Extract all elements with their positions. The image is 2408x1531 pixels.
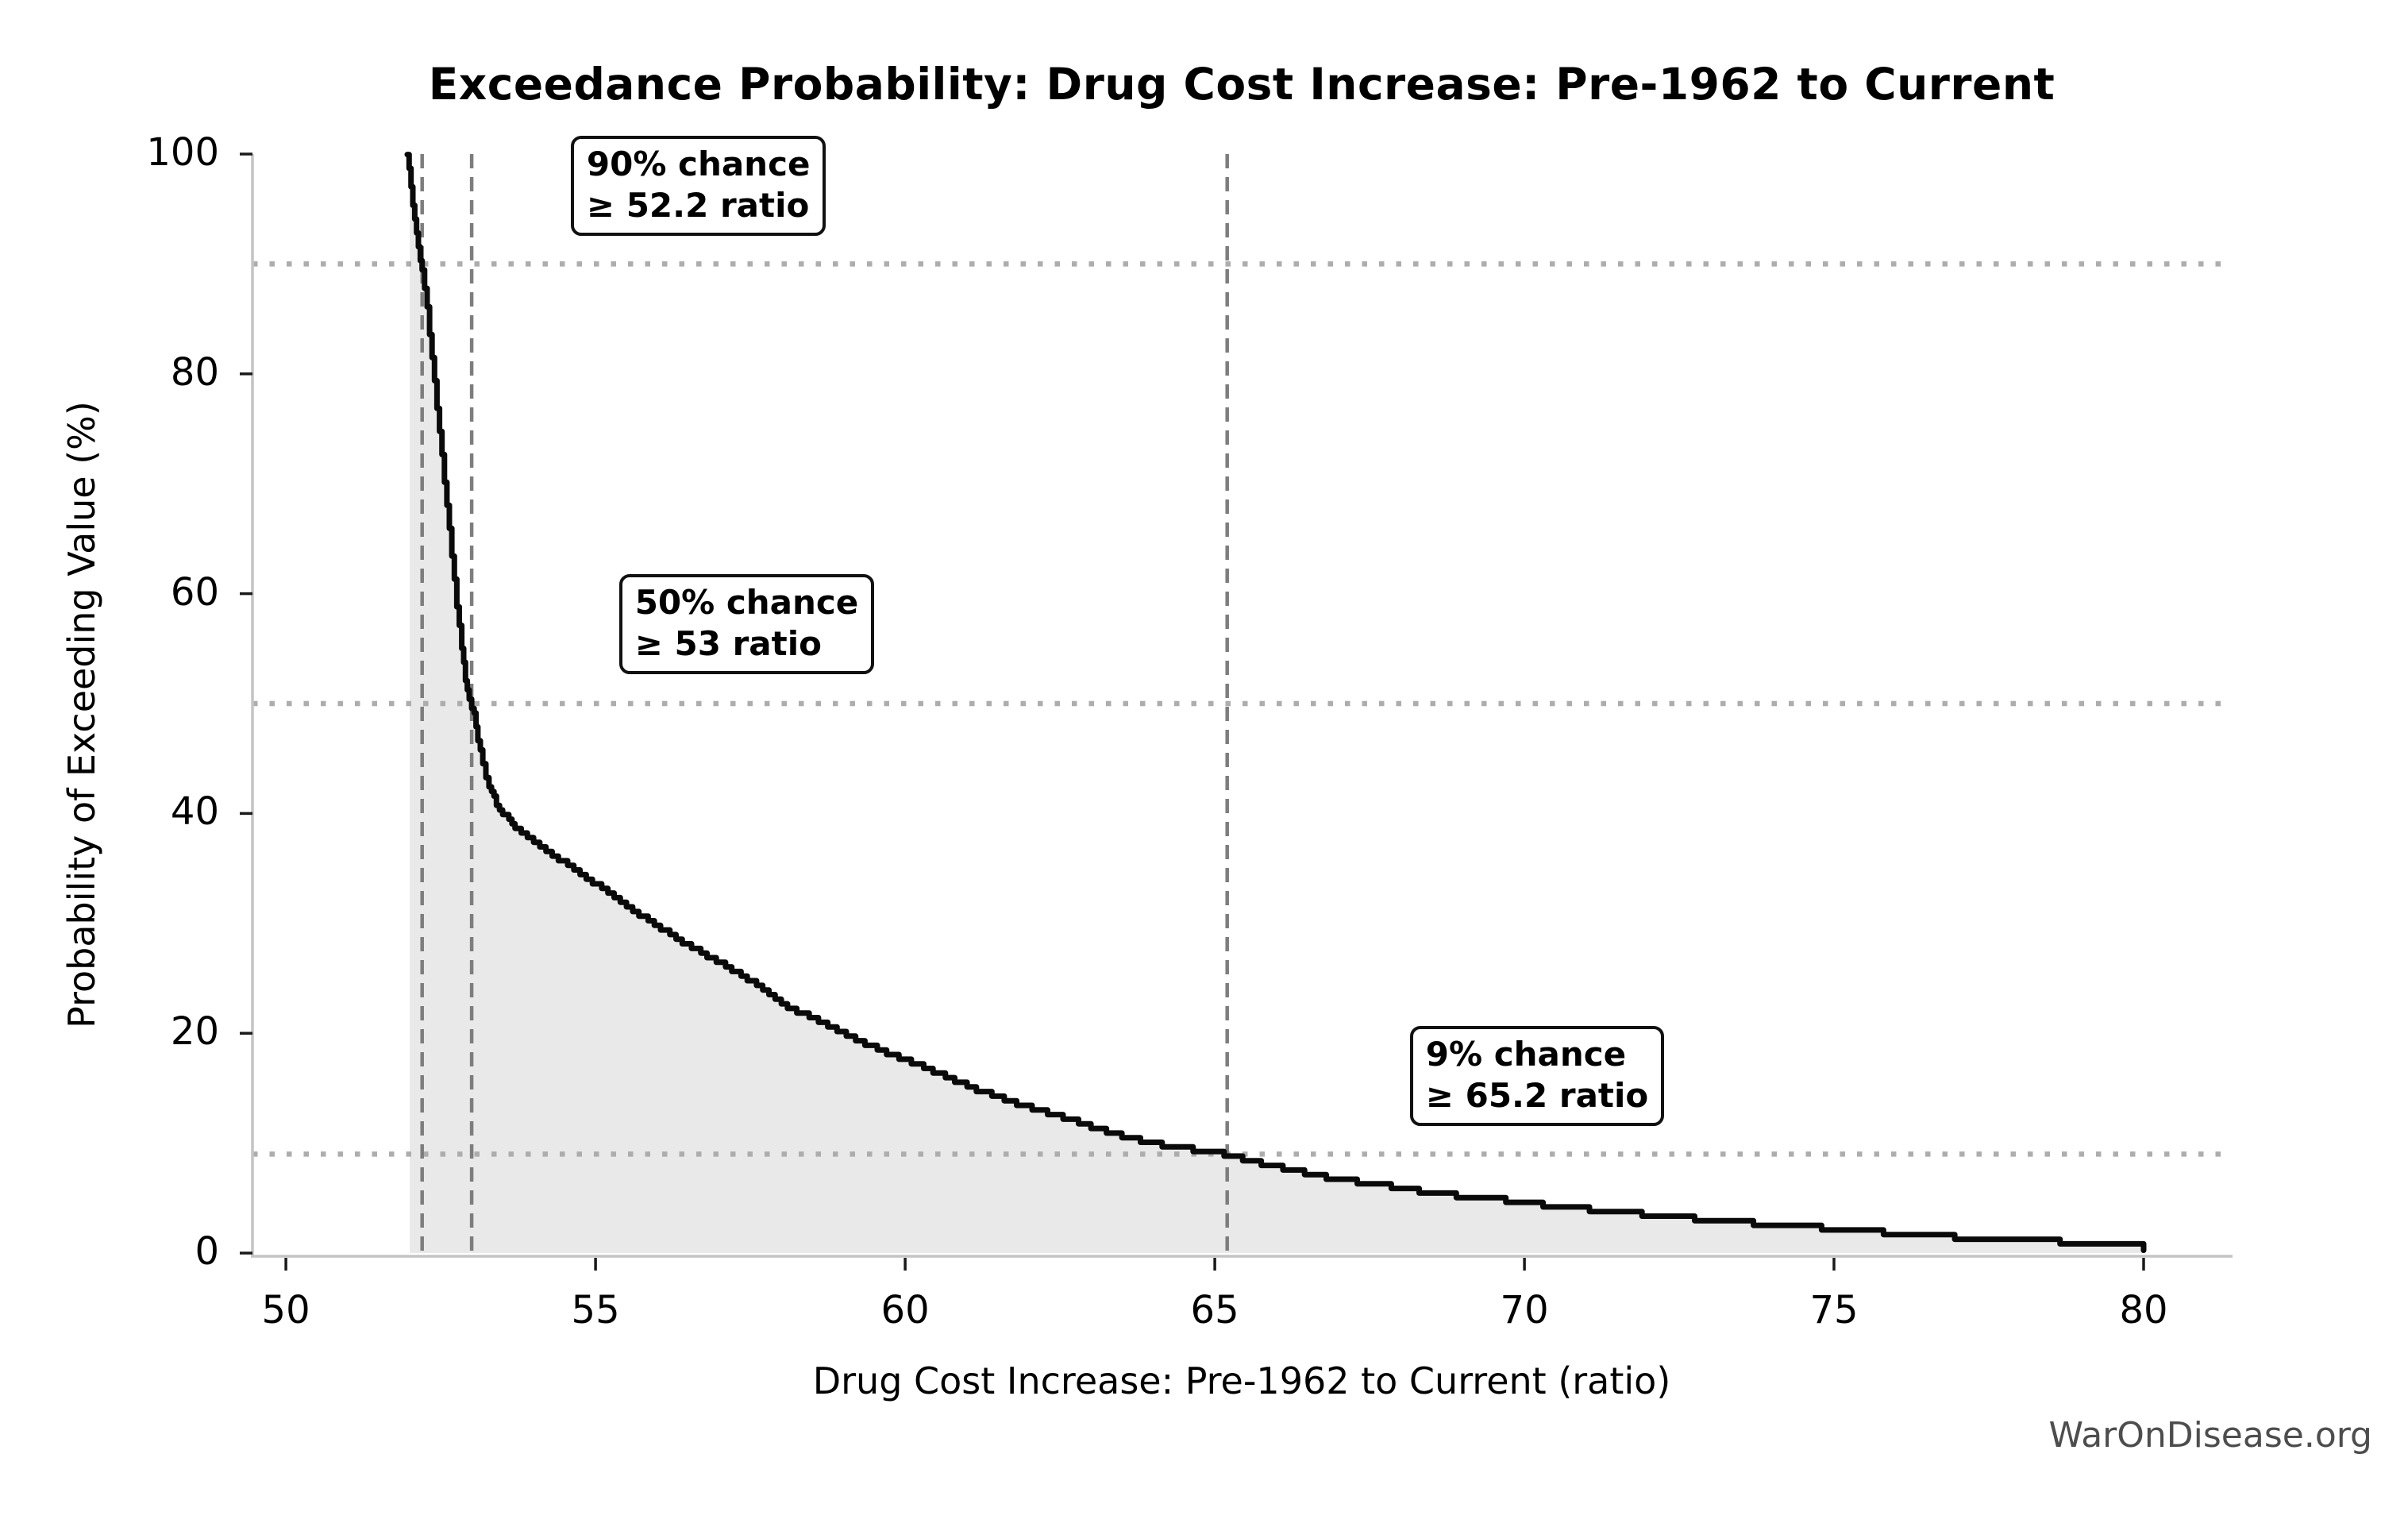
annotation-box-3: 9% chance ≥ 65.2 ratio bbox=[1409, 1025, 1665, 1126]
x-tick-label-80: 80 bbox=[2119, 1288, 2168, 1332]
y-tick-label-20: 20 bbox=[170, 1009, 219, 1055]
x-tick-label-55: 55 bbox=[571, 1288, 620, 1332]
x-tick-label-50: 50 bbox=[261, 1288, 310, 1332]
annotation-line: 50% chance bbox=[634, 582, 859, 622]
x-tick-label-65: 65 bbox=[1190, 1288, 1239, 1332]
x-tick-label-70: 70 bbox=[1500, 1288, 1549, 1332]
area-fill-path bbox=[407, 154, 2144, 1253]
y-tick-label-60: 60 bbox=[170, 569, 219, 615]
annotation-line: 9% chance bbox=[1425, 1034, 1627, 1074]
area-fill bbox=[407, 154, 2144, 1253]
y-tick-label-80: 80 bbox=[170, 349, 219, 395]
annotation-line: ≥ 65.2 ratio bbox=[1425, 1075, 1649, 1115]
y-tick-label-40: 40 bbox=[170, 789, 219, 835]
y-tick-label-100: 100 bbox=[146, 130, 219, 175]
annotation-line: ≥ 53 ratio bbox=[634, 623, 822, 663]
dotted-gridlines bbox=[252, 261, 2229, 1157]
watermark: WarOnDisease.org bbox=[2048, 1415, 2372, 1456]
page-title: Exceedance Probability: Drug Cost Increa… bbox=[428, 59, 2055, 110]
x-axis-label: Drug Cost Increase: Pre-1962 to Current … bbox=[812, 1359, 1671, 1402]
exceedance-curve bbox=[404, 152, 2147, 1253]
axes-spines-and-ticks bbox=[240, 152, 2233, 1271]
annotation-line: 90% chance bbox=[586, 144, 811, 183]
annotation-line: ≥ 52.2 ratio bbox=[586, 185, 810, 225]
annotation-box-2: 50% chance ≥ 53 ratio bbox=[618, 573, 875, 674]
annotation-box-1: 90% chance ≥ 52.2 ratio bbox=[570, 135, 826, 236]
exceedance-curve-path bbox=[404, 152, 2147, 1253]
x-tick-label-60: 60 bbox=[880, 1288, 930, 1332]
y-axis-label: Probability of Exceeding Value (%) bbox=[60, 401, 103, 1028]
y-tick-label-0: 0 bbox=[195, 1229, 219, 1274]
x-tick-label-75: 75 bbox=[1809, 1288, 1859, 1332]
